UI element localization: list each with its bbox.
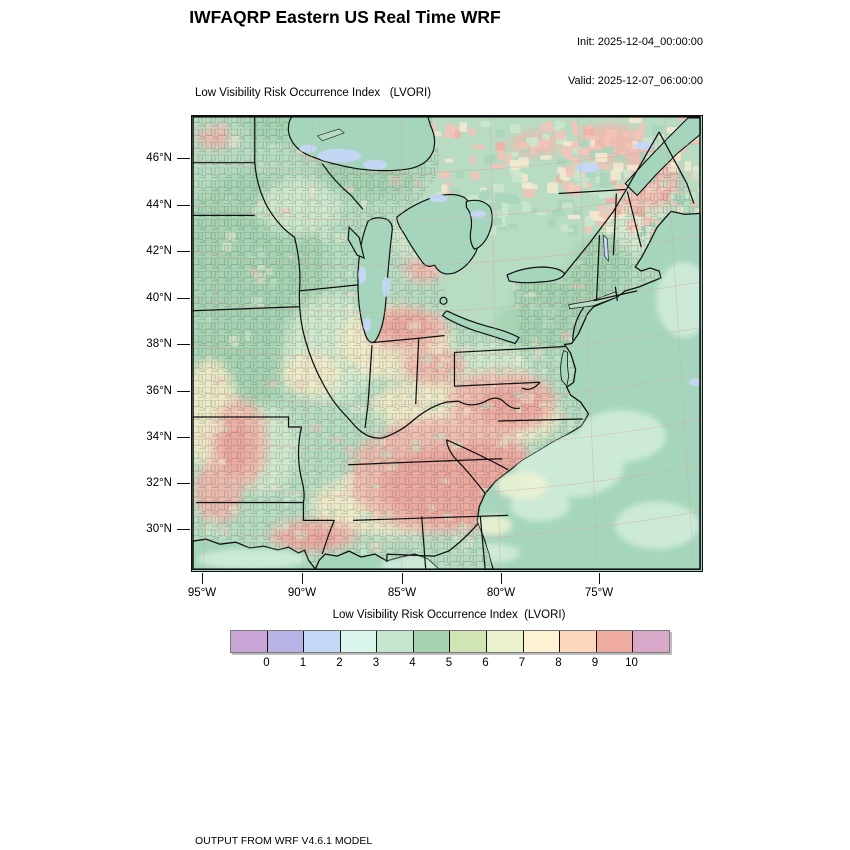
y-tick-mark — [177, 157, 190, 159]
lvori-map-canvas — [192, 116, 701, 570]
lake-huron — [396, 193, 480, 275]
valid-time: Valid: 2025-12-07_06:00:00 — [568, 75, 703, 87]
lake-erie — [441, 309, 520, 345]
footer-line1: OUTPUT FROM WRF V4.6.1 MODEL — [195, 835, 373, 847]
green-bay — [347, 225, 365, 260]
colorbar-cell — [266, 631, 304, 652]
y-tick-mark — [177, 250, 190, 252]
colorbar-tick-label: 5 — [445, 657, 453, 669]
colorbar-tick-label: 2 — [336, 657, 343, 669]
chesapeake-bay — [560, 349, 570, 388]
y-tick-mark — [177, 297, 190, 299]
great-lakes — [287, 116, 570, 388]
graticule — [192, 116, 701, 570]
x-tick-mark — [500, 573, 502, 584]
x-tick-label: 95°W — [187, 587, 217, 599]
y-tick-label: 44°N — [146, 199, 172, 211]
colorbar-cell — [412, 631, 450, 652]
colorbar-tick-label: 8 — [555, 657, 562, 669]
init-time: Init: 2025-12-04_00:00:00 — [577, 36, 703, 48]
colorbar-tick-label: 7 — [518, 657, 526, 669]
y-tick-mark — [177, 204, 190, 206]
y-tick-label: 34°N — [146, 431, 172, 443]
colorbar-tick-label: 9 — [591, 657, 599, 669]
colorbar-tick-label: 0 — [263, 657, 270, 669]
y-tick-label: 30°N — [146, 523, 172, 535]
colorbar-cell — [595, 631, 633, 652]
colorbar-tick-label: 3 — [372, 657, 380, 669]
colorbar-cell — [303, 631, 340, 652]
colorbar-tick-label: 10 — [625, 657, 638, 669]
lake-champlain — [603, 234, 609, 262]
lake-st-clair — [439, 296, 448, 305]
colorbar-tick-label: 1 — [299, 657, 307, 669]
colorbar-cell — [559, 631, 596, 652]
x-tick-mark — [401, 573, 403, 584]
colorbar-cell — [231, 631, 267, 652]
colorbar-title: Low Visibility Risk Occurrence Index (LV… — [332, 609, 566, 621]
colorbar-cell — [632, 631, 669, 652]
state-borders — [192, 116, 695, 570]
lvori-map — [191, 115, 703, 572]
x-tick-mark — [201, 573, 203, 584]
map-title: Low Visibility Risk Occurrence Index (LV… — [195, 87, 432, 99]
footer-notes: OUTPUT FROM WRF V4.6.1 MODEL WE = 310 ; … — [195, 809, 608, 850]
lake-low-lvori-patches — [299, 141, 655, 332]
x-tick-label: 75°W — [584, 587, 614, 599]
y-tick-mark — [177, 482, 190, 484]
colorbar-tick-label: 4 — [409, 657, 416, 669]
st-lawrence-river — [624, 117, 701, 197]
x-tick-mark — [598, 573, 600, 584]
y-tick-label: 46°N — [146, 152, 172, 164]
ocean-light-patches — [197, 262, 701, 570]
plot-title: IWFAQRP Eastern US Real Time WRF — [189, 7, 501, 27]
x-tick-label: 90°W — [287, 587, 317, 599]
y-tick-label: 32°N — [146, 477, 172, 489]
run-times: Init: 2025-12-04_00:00:00 Valid: 2025-12… — [568, 10, 703, 114]
y-tick-label: 42°N — [146, 245, 172, 257]
y-tick-label: 40°N — [146, 292, 172, 304]
colorbar-cell — [486, 631, 523, 652]
y-tick-mark — [177, 528, 190, 530]
map-border — [192, 116, 701, 570]
y-tick-label: 36°N — [146, 385, 172, 397]
colorbar-cell — [376, 631, 413, 652]
colorbar — [230, 630, 670, 653]
colorbar-cell — [522, 631, 560, 652]
y-tick-label: 38°N — [146, 338, 172, 350]
x-tick-label: 85°W — [387, 587, 417, 599]
y-tick-mark — [177, 436, 190, 438]
colorbar-tick-label: 6 — [482, 657, 489, 669]
colorbar-cell — [339, 631, 377, 652]
x-tick-label: 80°W — [486, 587, 516, 599]
y-tick-mark — [177, 343, 190, 345]
colorbar-cell — [449, 631, 487, 652]
y-tick-mark — [177, 390, 190, 392]
isle-royale — [316, 128, 345, 142]
x-tick-mark — [301, 573, 303, 584]
